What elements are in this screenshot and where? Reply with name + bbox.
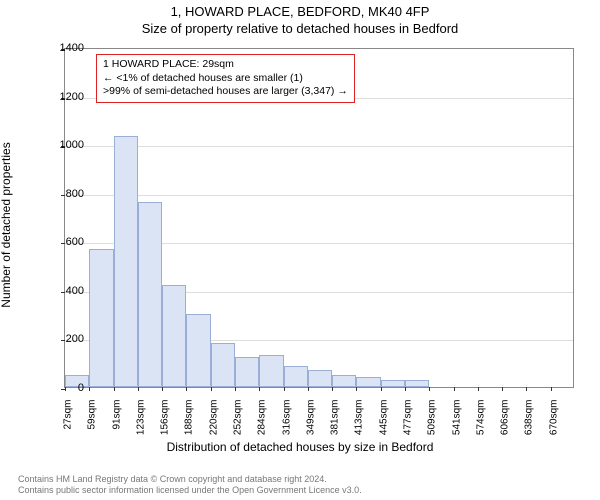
xtick-mark bbox=[235, 387, 236, 391]
histogram-bar bbox=[114, 136, 138, 387]
xtick-label: 638sqm bbox=[524, 400, 535, 450]
chart-subtitle: Size of property relative to detached ho… bbox=[0, 19, 600, 36]
xtick-label: 220sqm bbox=[208, 400, 219, 450]
xtick-mark bbox=[211, 387, 212, 391]
annotation-line1: 1 HOWARD PLACE: 29sqm bbox=[103, 58, 348, 72]
histogram-bar bbox=[356, 377, 380, 387]
xtick-mark bbox=[114, 387, 115, 391]
xtick-mark bbox=[454, 387, 455, 391]
ytick-label: 200 bbox=[44, 333, 84, 345]
histogram-bar bbox=[332, 375, 356, 387]
xtick-mark bbox=[429, 387, 430, 391]
xtick-label: 606sqm bbox=[500, 400, 511, 450]
xtick-label: 445sqm bbox=[378, 400, 389, 450]
annotation-line3: >99% of semi-detached houses are larger … bbox=[103, 85, 348, 99]
histogram-bar bbox=[211, 343, 235, 387]
xtick-label: 574sqm bbox=[475, 400, 486, 450]
xtick-label: 413sqm bbox=[354, 400, 365, 450]
ytick-label: 400 bbox=[44, 285, 84, 297]
xtick-label: 123sqm bbox=[135, 400, 146, 450]
histogram-bar bbox=[308, 370, 332, 387]
chart-container: 1, HOWARD PLACE, BEDFORD, MK40 4FP Size … bbox=[0, 0, 600, 500]
histogram-bar bbox=[284, 366, 308, 387]
histogram-bar bbox=[162, 285, 186, 387]
ytick-label: 0 bbox=[44, 382, 84, 394]
ytick-label: 800 bbox=[44, 188, 84, 200]
xtick-mark bbox=[332, 387, 333, 391]
histogram-bar bbox=[381, 380, 405, 387]
xtick-label: 670sqm bbox=[548, 400, 559, 450]
histogram-bar bbox=[259, 355, 283, 387]
xtick-mark bbox=[478, 387, 479, 391]
xtick-mark bbox=[551, 387, 552, 391]
xtick-label: 188sqm bbox=[184, 400, 195, 450]
xtick-label: 509sqm bbox=[427, 400, 438, 450]
xtick-mark bbox=[381, 387, 382, 391]
histogram-bar bbox=[138, 202, 162, 387]
xtick-label: 156sqm bbox=[160, 400, 171, 450]
xtick-mark bbox=[405, 387, 406, 391]
gridline bbox=[65, 146, 573, 147]
histogram-bar bbox=[405, 380, 429, 387]
xtick-mark bbox=[526, 387, 527, 391]
xtick-label: 541sqm bbox=[451, 400, 462, 450]
footer-line1: Contains HM Land Registry data © Crown c… bbox=[18, 474, 362, 485]
xtick-label: 477sqm bbox=[403, 400, 414, 450]
ytick-label: 1000 bbox=[44, 139, 84, 151]
xtick-label: 252sqm bbox=[233, 400, 244, 450]
ytick-label: 1400 bbox=[44, 42, 84, 54]
footer-line2: Contains public sector information licen… bbox=[18, 485, 362, 496]
histogram-bar bbox=[89, 249, 113, 387]
xtick-mark bbox=[284, 387, 285, 391]
ytick-label: 600 bbox=[44, 236, 84, 248]
xtick-mark bbox=[162, 387, 163, 391]
annotation-box: 1 HOWARD PLACE: 29sqm ← <1% of detached … bbox=[96, 54, 355, 103]
histogram-bar bbox=[186, 314, 210, 387]
xtick-label: 91sqm bbox=[111, 400, 122, 450]
xtick-mark bbox=[502, 387, 503, 391]
xtick-label: 381sqm bbox=[330, 400, 341, 450]
xtick-mark bbox=[356, 387, 357, 391]
footer-attribution: Contains HM Land Registry data © Crown c… bbox=[18, 474, 362, 497]
xtick-label: 349sqm bbox=[305, 400, 316, 450]
xtick-mark bbox=[308, 387, 309, 391]
chart-title-address: 1, HOWARD PLACE, BEDFORD, MK40 4FP bbox=[0, 0, 600, 19]
xtick-label: 316sqm bbox=[281, 400, 292, 450]
xtick-label: 59sqm bbox=[87, 400, 98, 450]
annotation-line2: ← <1% of detached houses are smaller (1) bbox=[103, 72, 348, 86]
gridline bbox=[65, 195, 573, 196]
xtick-label: 27sqm bbox=[63, 400, 74, 450]
xtick-mark bbox=[138, 387, 139, 391]
histogram-bar bbox=[235, 357, 259, 387]
xtick-mark bbox=[259, 387, 260, 391]
ytick-label: 1200 bbox=[44, 91, 84, 103]
y-axis-label: Number of detached properties bbox=[0, 142, 13, 307]
xtick-mark bbox=[89, 387, 90, 391]
xtick-mark bbox=[186, 387, 187, 391]
xtick-label: 284sqm bbox=[257, 400, 268, 450]
